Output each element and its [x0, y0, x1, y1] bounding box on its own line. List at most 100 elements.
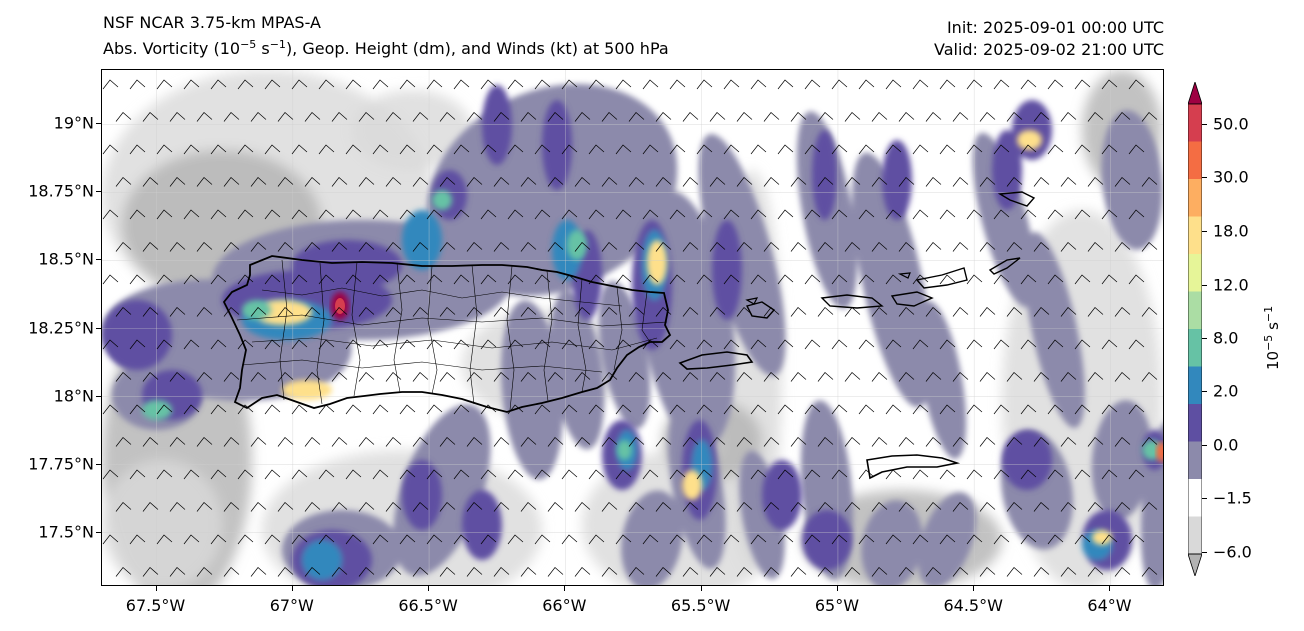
colorbar-tick-mark [1202, 285, 1207, 286]
wind-barb [291, 144, 308, 155]
wind-barb [507, 404, 524, 415]
colorbar-tick-mark [1202, 338, 1207, 339]
wind-barb [750, 144, 767, 155]
map-gridlines [102, 70, 1163, 585]
wind-barb [885, 404, 902, 415]
wind-barb [439, 436, 456, 447]
valid-time: Valid: 2025-09-02 21:00 UTC [933, 40, 1164, 59]
wind-barb [237, 274, 254, 285]
wind-barb [682, 306, 699, 317]
wind-barb [412, 371, 429, 382]
wind-barb [115, 436, 132, 447]
lon-tick-label: 65°W [814, 596, 860, 615]
wind-barb [264, 79, 281, 90]
wind-barb [1060, 176, 1077, 187]
wind-barb [223, 176, 240, 187]
wind-barb [223, 566, 240, 577]
wind-barb [1006, 306, 1023, 317]
wind-barb [142, 436, 159, 447]
wind-barb [358, 371, 375, 382]
wind-barb [885, 339, 902, 350]
wind-barb [925, 111, 942, 122]
wind-barb [844, 371, 861, 382]
wind-barb [939, 534, 956, 545]
wind-barb [831, 144, 848, 155]
wind-barb [331, 306, 348, 317]
colorbar-band [1188, 216, 1202, 255]
wind-barb [358, 176, 375, 187]
wind-barb [439, 176, 456, 187]
wind-barb [1006, 501, 1023, 512]
wind-barb [561, 534, 578, 545]
wind-barb [345, 274, 362, 285]
wind-barb [277, 241, 294, 252]
wind-barb [1033, 566, 1050, 577]
wind-barb [817, 176, 834, 187]
wind-barb [696, 144, 713, 155]
wind-barb [493, 306, 510, 317]
wind-barb [358, 306, 375, 317]
wind-barb [331, 111, 348, 122]
wind-barb [1033, 436, 1050, 447]
wind-barb [709, 306, 726, 317]
wind-barb [723, 534, 740, 545]
wind-barb [385, 176, 402, 187]
wind-barb [763, 306, 780, 317]
wind-barb [102, 404, 119, 415]
wind-barb [1101, 404, 1118, 415]
wind-barb [925, 306, 942, 317]
tortola-coast [915, 267, 968, 289]
wind-barb [763, 436, 780, 447]
wind-barb [1006, 566, 1023, 577]
wind-barb [1101, 144, 1118, 155]
wind-barb [777, 209, 794, 220]
wind-barb [426, 274, 443, 285]
wind-barb [952, 436, 969, 447]
wind-barb [466, 371, 483, 382]
wind-barb [1087, 501, 1104, 512]
wind-barb [520, 176, 537, 187]
wind-barb [547, 501, 564, 512]
wind-barb [777, 339, 794, 350]
wind-barb [925, 176, 942, 187]
wind-barb [1060, 566, 1077, 577]
wind-barb [129, 209, 146, 220]
wind-barb [588, 79, 605, 90]
wind-barb [547, 371, 564, 382]
wind-barb [1087, 371, 1104, 382]
wind-barb [534, 404, 551, 415]
wind-barb [682, 501, 699, 512]
wind-barb [102, 339, 119, 350]
wind-barb [912, 79, 929, 90]
wind-barb [358, 436, 375, 447]
wind-barb [723, 469, 740, 480]
wind-barb [574, 176, 591, 187]
colorbar-tick-label: 0.0 [1213, 435, 1239, 455]
wind-barb [169, 566, 186, 577]
wind-barb [156, 79, 173, 90]
lat-tick-label: 18.75°N [28, 181, 94, 201]
wind-barb [925, 436, 942, 447]
wind-barb [588, 404, 605, 415]
wind-barb [1060, 306, 1077, 317]
wind-barb [628, 111, 645, 122]
model-title: NSF NCAR 3.75-km MPAS-A [103, 13, 321, 32]
wind-barb [1074, 79, 1091, 90]
municipal-border [241, 359, 603, 373]
wind-barb [237, 404, 254, 415]
wind-barb [102, 144, 119, 155]
wind-barb [169, 241, 186, 252]
wind-barb [345, 404, 362, 415]
wind-barb [669, 534, 686, 545]
wind-barb [844, 501, 861, 512]
wind-barb [385, 566, 402, 577]
wind-barb [709, 111, 726, 122]
wind-barb [952, 371, 969, 382]
lon-tick-label: 67.5°W [125, 596, 186, 615]
wind-barb [1074, 274, 1091, 285]
wind-barb [1128, 534, 1145, 545]
wind-barb [520, 566, 537, 577]
wind-barb [966, 274, 983, 285]
wind-barb [655, 566, 672, 577]
wind-barb [1060, 371, 1077, 382]
